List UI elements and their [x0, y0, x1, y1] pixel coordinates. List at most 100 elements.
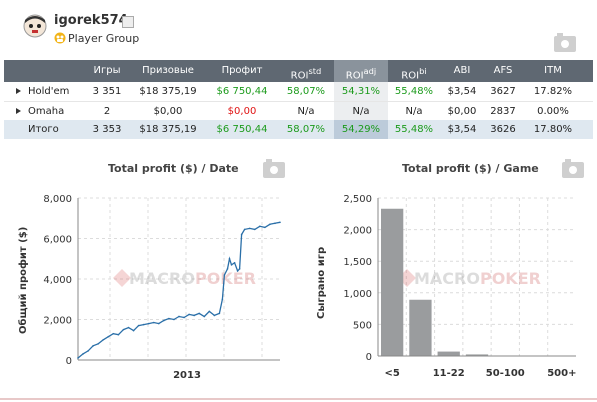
row-afs: 2837 [490, 106, 516, 117]
header-roi-std[interactable]: ROIstd [290, 66, 322, 82]
data-point [77, 357, 79, 359]
profit-line-chart: 0 2,000 4,000 6,000 8,000 MACROPOKER 2013 [43, 194, 281, 381]
camera-icon[interactable] [562, 159, 584, 178]
data-point [163, 319, 165, 322]
data-point [173, 318, 175, 321]
y-tick-label: 4,000 [43, 275, 72, 286]
row-name: Omaha [28, 106, 65, 117]
total-itm: 17.80% [533, 124, 573, 135]
row-roi-std: 58,07% [286, 86, 326, 97]
bar-11-22 [437, 351, 460, 356]
total-profit: $6 750,44 [216, 124, 268, 135]
row-roi-adj: N/a [352, 106, 370, 117]
avatar [23, 14, 47, 38]
row-itm: 0.00% [537, 106, 569, 117]
username[interactable]: igorek574 [54, 13, 128, 28]
data-point [223, 274, 226, 276]
data-point [221, 298, 224, 301]
row-roi-bi: 55,48% [394, 86, 434, 97]
data-point [107, 335, 110, 338]
header-itm[interactable]: ITM [544, 65, 562, 76]
row-prize: $0,00 [153, 106, 183, 117]
y-tick-label: 1,000 [343, 289, 372, 300]
total-prize: $18 375,19 [139, 124, 197, 135]
table-row[interactable]: Omaha 2 $0,00 $0,00 N/a N/a N/a $0,00 28… [4, 101, 593, 120]
copy-icon[interactable] [122, 16, 134, 28]
data-point [218, 312, 221, 315]
bar-chart-ylabel: Сыграно игр [316, 246, 327, 319]
expand-arrow-icon[interactable] [16, 108, 21, 114]
table-row[interactable]: Hold'em 3 351 $18 375,19 $6 750,44 58,07… [4, 82, 593, 101]
player-group-icon [54, 32, 66, 44]
roi-adj-column-highlight [334, 60, 388, 82]
bar-<5 [381, 208, 404, 356]
data-point [228, 257, 231, 260]
data-point [183, 316, 185, 319]
table-total-row: Итого 3 353 $18 375,19 $6 750,44 58,07% … [4, 120, 593, 139]
watermark-text: MACROPOKER [129, 269, 256, 288]
macropoker-watermark: MACROPOKER [398, 269, 541, 288]
camera-icon[interactable] [263, 159, 285, 178]
data-point [158, 322, 160, 325]
data-point [203, 315, 206, 318]
profile-header: igorek574 Player Group [0, 0, 597, 58]
bar-5-11 [409, 299, 432, 356]
header-profit[interactable]: Профит [221, 65, 263, 76]
data-point [112, 332, 115, 335]
roi-adj-cell-bg [334, 120, 388, 139]
data-point [102, 338, 105, 341]
total-roi-adj: 54,29% [341, 124, 381, 135]
data-point [226, 268, 229, 270]
games-bar-chart: 0 500 1,000 1,500 2,000 2,500 MACROPOKER <5 11-2… [343, 194, 576, 379]
data-point [122, 328, 125, 331]
header-roi-adj[interactable]: ROIadj [345, 66, 377, 82]
data-point [193, 314, 195, 317]
data-point [117, 333, 120, 336]
data-point [97, 343, 99, 345]
data-point [240, 233, 243, 236]
total-roi-std: 58,07% [286, 124, 326, 135]
header-afs[interactable]: AFS [493, 65, 513, 76]
data-point [178, 315, 180, 318]
row-roi-std: N/a [297, 106, 315, 117]
row-abi: $3,54 [447, 86, 477, 97]
y-tick-label: 500 [353, 320, 372, 331]
expand-arrow-icon[interactable] [16, 88, 21, 94]
data-point [147, 322, 150, 325]
data-point [132, 329, 135, 332]
row-afs: 3627 [490, 86, 516, 97]
header-abi[interactable]: ABI [453, 65, 471, 76]
row-games: 3 351 [92, 86, 122, 97]
y-tick-label: 2,000 [343, 226, 372, 237]
data-point [213, 314, 216, 317]
data-point [168, 317, 170, 320]
total-afs: 3626 [490, 124, 516, 135]
y-tick-label: 2,500 [343, 194, 372, 205]
bar-chart-title: Total profit ($) / Game [402, 162, 539, 175]
header-prize[interactable]: Призовые [142, 65, 194, 76]
profit-series-line [77, 221, 281, 359]
row-roi-adj: 54,31% [341, 86, 381, 97]
total-roi-bi: 55,48% [394, 124, 434, 135]
data-point [152, 321, 155, 324]
data-point [198, 312, 200, 315]
x-tick-label: 11-22 [433, 368, 465, 379]
data-point [137, 324, 140, 327]
line-chart-title: Total profit ($) / Date [108, 162, 239, 175]
data-point [253, 228, 256, 231]
row-itm: 17.82% [533, 86, 573, 97]
data-point [233, 262, 236, 264]
data-point [259, 225, 261, 228]
total-abi: $3,54 [447, 124, 477, 135]
y-tick-label: 0 [366, 352, 372, 363]
x-tick-label: 500+ [547, 368, 576, 379]
y-tick-label: 6,000 [43, 235, 72, 246]
camera-icon[interactable] [554, 33, 576, 52]
data-point [269, 223, 271, 226]
data-point [127, 326, 130, 329]
header-roi-bi[interactable]: ROIbi [401, 66, 427, 82]
data-point [279, 221, 281, 224]
header-games[interactable]: Игры [93, 65, 121, 76]
bottom-divider [0, 398, 597, 400]
row-profit: $6 750,44 [216, 86, 268, 97]
